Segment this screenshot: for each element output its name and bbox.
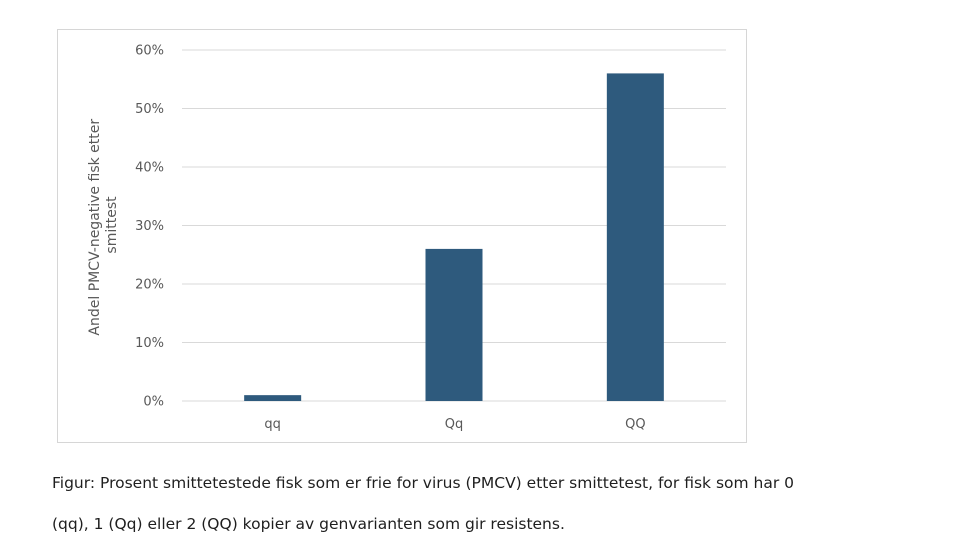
x-tick-label: qq bbox=[264, 417, 281, 432]
bar-qq bbox=[244, 395, 302, 401]
bar-Qq bbox=[425, 248, 483, 401]
y-axis-label-line-2: smittest bbox=[104, 196, 120, 254]
y-axis-label: Andel PMCV-negative fisk etter smittest bbox=[87, 114, 120, 335]
figure-caption: Figur: Prosent smittetestede fisk som er… bbox=[52, 463, 952, 545]
y-tick-label: 30% bbox=[135, 219, 164, 234]
bars bbox=[244, 73, 664, 402]
caption-line-2: (qq), 1 (Qq) eller 2 (QQ) kopier av genv… bbox=[52, 515, 565, 533]
caption-line-1: Figur: Prosent smittetestede fisk som er… bbox=[52, 474, 795, 492]
y-tick-label: 20% bbox=[135, 278, 164, 293]
x-tick-label: Qq bbox=[445, 417, 463, 432]
y-tick-label: 10% bbox=[135, 336, 164, 351]
y-tick-label: 50% bbox=[135, 102, 164, 117]
y-axis-label-line-1: Andel PMCV-negative fisk etter bbox=[87, 119, 103, 336]
y-tick-label: 0% bbox=[143, 395, 164, 410]
y-tick-label: 40% bbox=[135, 161, 164, 176]
bar-chart: 0% 10% 20% 30% 40% 50% 60% qq Qq QQ Andel PMCV-n… bbox=[87, 44, 726, 432]
x-tick-label: QQ bbox=[625, 417, 645, 432]
bar-QQ bbox=[606, 73, 664, 402]
x-axis-ticks: qq Qq QQ bbox=[264, 417, 645, 432]
y-axis-ticks: 0% 10% 20% 30% 40% 50% 60% bbox=[135, 44, 164, 410]
y-tick-label: 60% bbox=[135, 44, 164, 59]
